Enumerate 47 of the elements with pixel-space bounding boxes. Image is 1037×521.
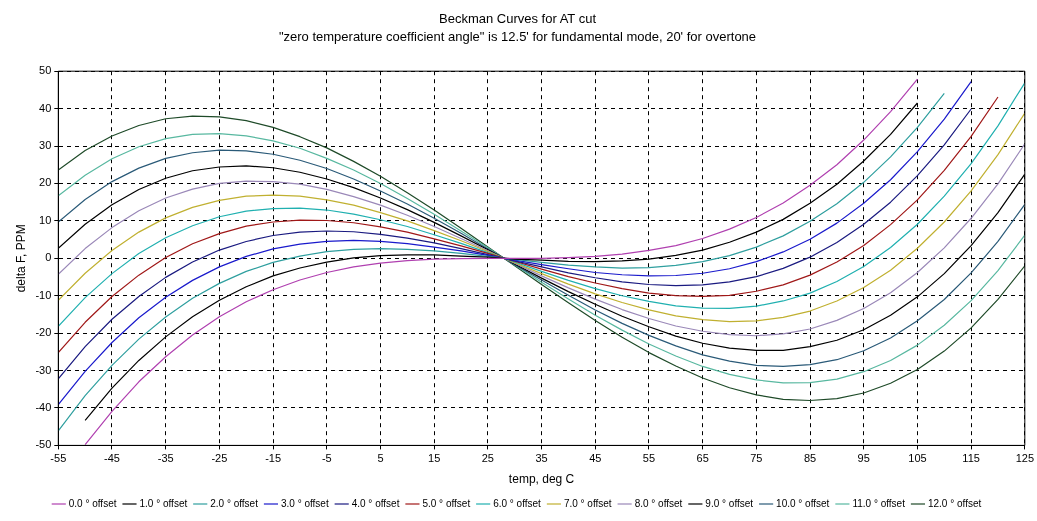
x-tick-label: 85 (803, 452, 817, 465)
legend-label: 7.0 ° offset (563, 497, 612, 509)
y-tick-label: 20 (39, 176, 52, 189)
x-tick-label: 5 (377, 452, 384, 465)
legend-label: 0.0 ° offset (68, 497, 117, 509)
x-tick-label: 35 (535, 452, 548, 465)
legend-label: 3.0 ° offset (280, 497, 329, 509)
x-tick-label: 15 (428, 452, 441, 465)
y-tick-label: 50 (39, 64, 52, 77)
x-tick-label: 115 (962, 452, 980, 465)
y-tick-label: -50 (35, 438, 52, 451)
x-tick-label: 55 (642, 452, 656, 465)
y-tick-label: 0 (45, 251, 52, 264)
legend-label: 11.0 ° offset (852, 497, 906, 509)
legend-label: 2.0 ° offset (210, 497, 259, 509)
x-axis-title: temp, deg C (508, 472, 575, 487)
x-tick-label: -5 (321, 452, 332, 465)
x-tick-label: 65 (696, 452, 709, 465)
x-tick-label: 105 (908, 452, 927, 465)
x-tick-label: 75 (750, 452, 763, 465)
legend-label: 12.0 ° offset (927, 497, 982, 509)
legend-label: 1.0 ° offset (139, 497, 188, 509)
x-tick-label: -25 (211, 452, 228, 465)
legend-label: 6.0 ° offset (493, 497, 542, 509)
y-tick-label: -20 (35, 326, 52, 339)
x-tick-label: 125 (1015, 452, 1034, 465)
chart-subtitle: "zero temperature coefficient angle" is 12.5' for fundamental mode, 20' for overtone (278, 28, 757, 44)
y-tick-label: 30 (39, 139, 52, 152)
x-tick-label: 45 (589, 452, 602, 465)
x-tick-label: 95 (857, 452, 870, 465)
y-tick-label: -40 (35, 401, 52, 414)
y-tick-label: 40 (39, 101, 52, 114)
y-tick-label: -10 (35, 288, 52, 301)
legend-label: 8.0 ° offset (634, 497, 683, 509)
x-tick-label: -55 (50, 452, 67, 465)
y-tick-label: -30 (35, 363, 52, 376)
legend-label: 9.0 ° offset (705, 497, 754, 509)
legend-label: 10.0 ° offset (776, 497, 830, 509)
legend-label: 4.0 ° offset (351, 497, 400, 509)
legend-label: 5.0 ° offset (422, 497, 471, 509)
y-tick-label: 10 (39, 213, 52, 226)
x-tick-label: -15 (265, 452, 282, 465)
chart-title: Beckman Curves for AT cut (438, 11, 597, 27)
x-tick-label: -35 (157, 452, 174, 465)
y-axis-title: delta F, PPM (13, 224, 28, 293)
x-tick-label: 25 (481, 452, 494, 465)
x-tick-label: -45 (104, 452, 120, 465)
